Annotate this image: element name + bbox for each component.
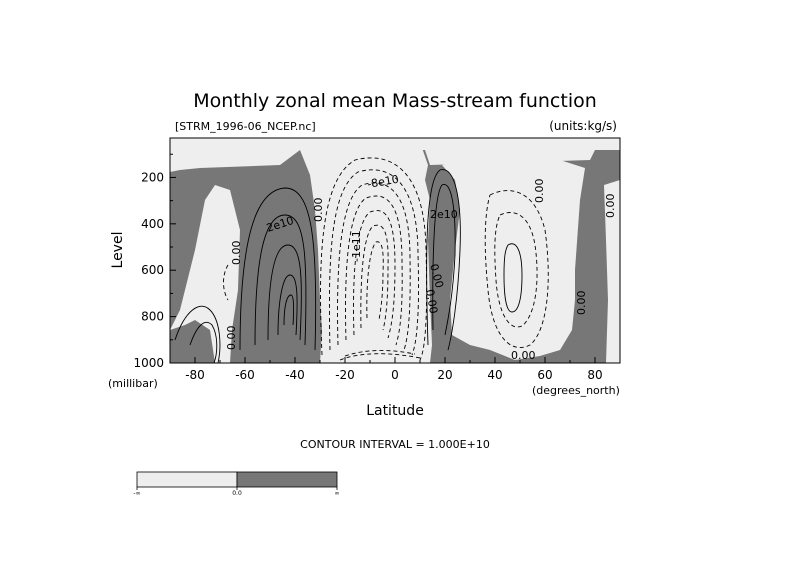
contour-label: 0.00 xyxy=(511,349,536,362)
chart-title: Monthly zonal mean Mass-stream function xyxy=(193,90,597,112)
contour-dashed xyxy=(344,350,416,357)
contour-dashed xyxy=(494,212,538,328)
negative-region-tropical-cell xyxy=(300,140,432,363)
units-label: (units:kg/s) xyxy=(549,119,617,133)
contour-dashed xyxy=(353,210,396,339)
x-tick-label: -60 xyxy=(235,368,255,382)
contour-solid xyxy=(432,184,456,336)
contour-label: 0.00 xyxy=(423,288,440,314)
colorbar-negative-swatch xyxy=(136,471,238,488)
contour-lines xyxy=(174,157,549,363)
contour-dashed xyxy=(345,195,403,346)
y-tick-label: 400 xyxy=(141,217,164,231)
contour-solid xyxy=(174,305,221,363)
x-tick-label: -20 xyxy=(335,368,355,382)
contour-label: 0.00 xyxy=(225,326,238,351)
contour-dashed xyxy=(223,264,229,301)
x-tick-label: 40 xyxy=(487,368,502,382)
x-axis: -80 -60 -40 -20 0 20 40 60 80 xyxy=(169,357,621,382)
contour-labels: 2e10 0.00 -1e11 -8e10 2e10 0.00 0.00 0.0… xyxy=(225,173,617,362)
negative-region-northern-midlat xyxy=(442,158,585,360)
x-tick-label: -40 xyxy=(285,368,305,382)
contour-dashed xyxy=(484,190,549,348)
contour-solid xyxy=(426,169,461,351)
contour-interval: CONTOUR INTERVAL = 1.000E+10 xyxy=(300,438,490,451)
contour-label: 0.00 xyxy=(575,291,588,316)
y-tick-label: 800 xyxy=(141,310,164,324)
y-axis-unit: (millibar) xyxy=(108,377,158,390)
contour-solid xyxy=(267,244,302,341)
y-tick-label: 600 xyxy=(141,263,164,277)
y-tick-label: 1000 xyxy=(133,356,164,370)
colorbar-label-max: ∞ xyxy=(335,490,340,497)
contour-label: 0.00 xyxy=(230,241,243,266)
colorbar: -∞ 0.0 ∞ xyxy=(133,471,340,497)
colorbar-label-min: -∞ xyxy=(133,490,140,497)
contour-label: -8e10 xyxy=(366,173,400,191)
contour-label: 0.00 xyxy=(533,179,546,204)
x-axis-unit: (degrees_north) xyxy=(532,384,620,397)
contour-solid xyxy=(239,187,317,351)
contour-solid xyxy=(283,294,295,326)
x-tick-label: 0 xyxy=(391,368,399,382)
x-axis-label: Latitude xyxy=(366,403,424,419)
contour-dashed xyxy=(329,169,419,356)
contour-solid xyxy=(277,274,298,336)
x-tick-label: 20 xyxy=(437,368,452,382)
y-axis: 200 400 600 800 1000 xyxy=(133,153,176,370)
contour-solid xyxy=(189,321,218,363)
contour-solid xyxy=(254,214,307,346)
file-label: [STRM_1996-06_NCEP.nc] xyxy=(175,120,316,133)
x-tick-label: 60 xyxy=(537,368,552,382)
colorbar-positive-swatch xyxy=(236,471,338,488)
contour-label: 2e10 xyxy=(430,208,458,221)
contour-dashed xyxy=(320,157,428,361)
plot-area xyxy=(170,138,620,363)
contour-label: 0.00 xyxy=(312,198,325,223)
negative-region-southern-midlat xyxy=(170,185,240,363)
contour-dashed xyxy=(366,241,384,321)
x-tick-label: 80 xyxy=(587,368,602,382)
y-tick-label: 200 xyxy=(141,170,164,184)
negative-region-north-cap xyxy=(170,138,620,172)
negative-region-north-pole xyxy=(604,180,620,363)
y-axis-label: Level xyxy=(110,232,126,269)
contour-solid xyxy=(503,243,523,313)
contour-label: 0.00 xyxy=(604,194,617,219)
contour-dashed xyxy=(337,182,411,351)
x-tick-label: -80 xyxy=(185,368,205,382)
contour-dashed xyxy=(339,353,421,361)
colorbar-label-mid: 0.0 xyxy=(232,490,242,497)
contour-label: -1e11 xyxy=(350,230,363,262)
contour-dashed xyxy=(360,224,389,331)
contour-label: 0.00 xyxy=(427,262,446,289)
